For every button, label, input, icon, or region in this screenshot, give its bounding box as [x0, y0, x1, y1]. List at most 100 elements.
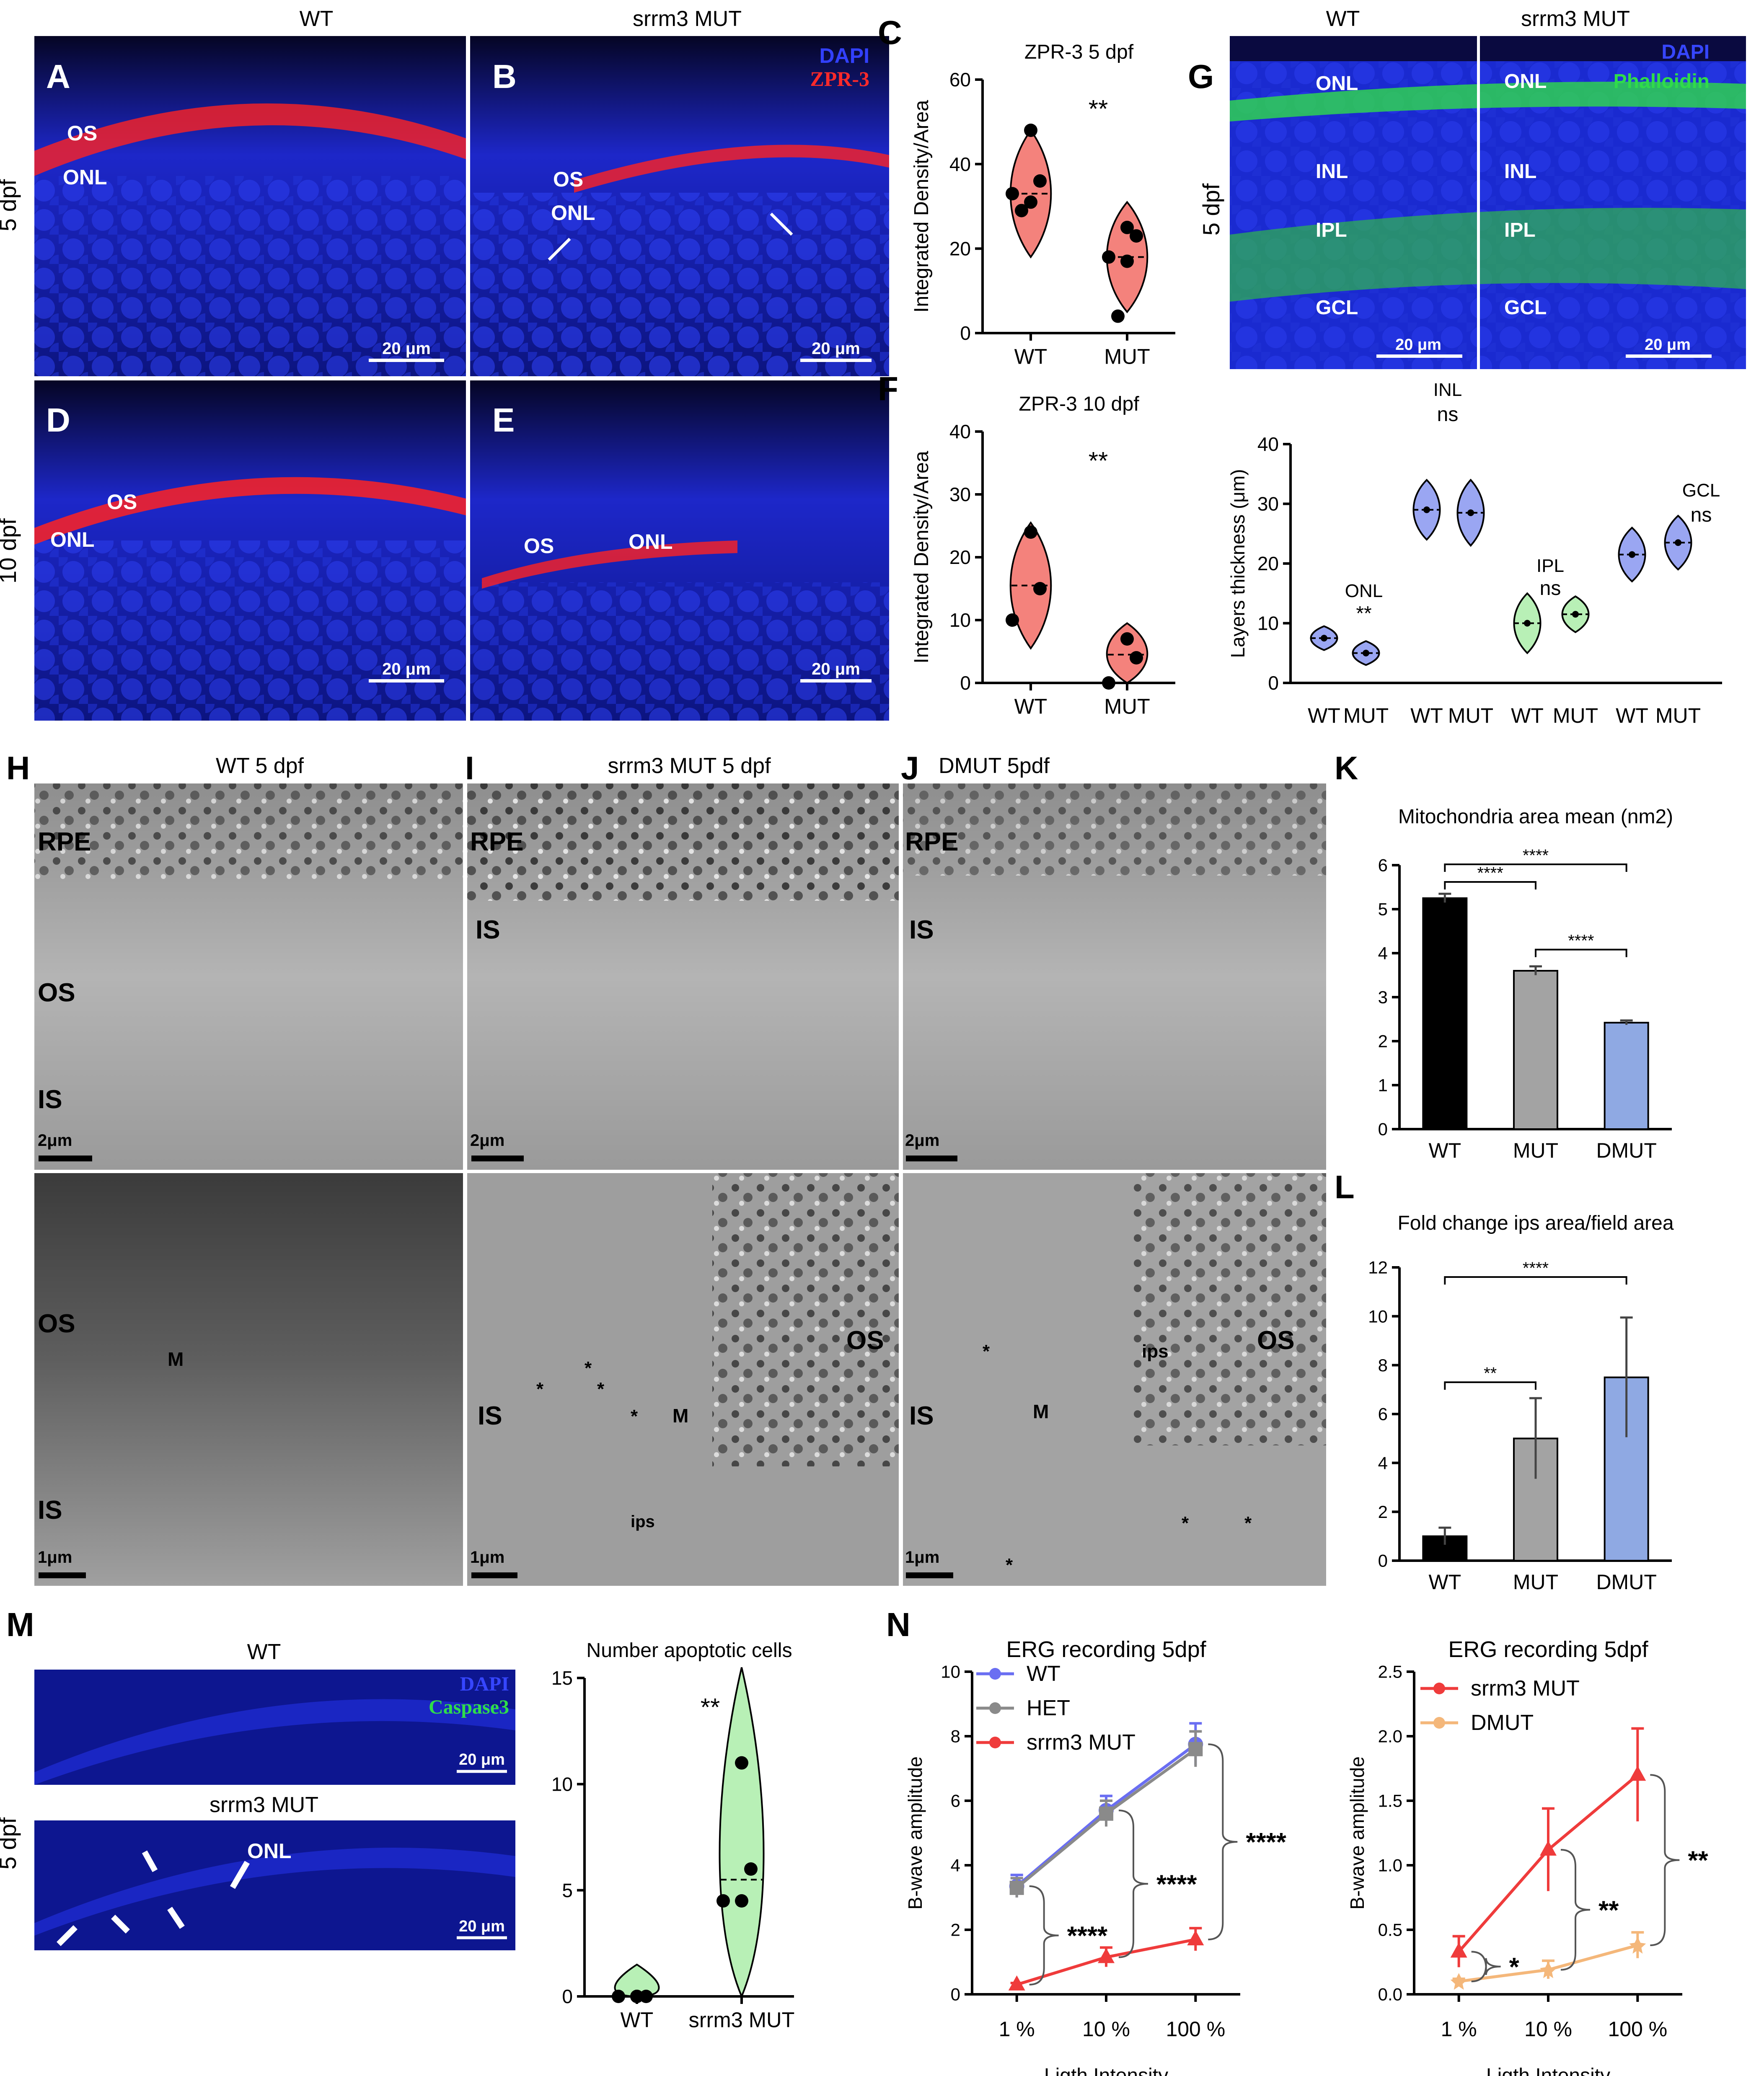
N1-significance-label: **** [1156, 1870, 1197, 1899]
panel-a-scalebar: 20 μm [382, 339, 431, 358]
N1-legend-label: srrm3 MUT [1027, 1730, 1135, 1755]
K-bar [1422, 897, 1468, 1130]
G2-x-label: MUT [1343, 704, 1389, 727]
N2-point [1629, 1766, 1646, 1781]
N1-point [1098, 1948, 1115, 1963]
K-comparison-significance: **** [1568, 932, 1594, 950]
arrow-icon [57, 1925, 78, 1946]
N1-significance-label: **** [1246, 1828, 1286, 1857]
panel-h-bottom-os: OS [38, 1309, 75, 1338]
panel-i-top-is: IS [476, 915, 500, 944]
N1-y-tick-label: 4 [951, 1856, 960, 1875]
F-y-tick-label: 10 [949, 609, 971, 631]
M2-significance: ** [701, 1693, 720, 1721]
panel-e-letter: E [492, 401, 515, 439]
G2-point [1467, 509, 1474, 516]
arrow-icon [770, 212, 793, 236]
panel-i-asterisk: * [585, 1358, 592, 1378]
panel-j-bottom-is: IS [909, 1401, 934, 1430]
K-comparison-bracket [1444, 863, 1627, 872]
C-point [1120, 220, 1134, 234]
G2-y-tick-label: 40 [1257, 433, 1279, 455]
K-comparison-bracket [1444, 881, 1536, 889]
N2-significance-bracket [1650, 1774, 1680, 1946]
L-comparison-bracket [1444, 1381, 1536, 1390]
panel-m-header-mut: srrm3 MUT [210, 1793, 318, 1817]
panel-g-layer-onl-right: ONL [1504, 70, 1547, 93]
panel-e: E OS ONL 20 μm [470, 380, 889, 721]
panel-b-legend-zpr3: ZPR-3 [810, 67, 869, 90]
panel-d-label-os: OS [107, 490, 137, 514]
N2-legend-label: DMUT [1471, 1711, 1534, 1735]
N1-y-tick-label: 2 [951, 1920, 960, 1940]
L-y-tick-label: 0 [1378, 1551, 1388, 1571]
C-y-tick-label: 40 [949, 153, 971, 175]
C-point [1130, 229, 1143, 243]
panel-d: D OS ONL 20 μm 10 dpf [0, 380, 466, 721]
G2-x-label: WT [1511, 704, 1544, 727]
C-x-label: WT [1014, 345, 1048, 369]
panel-g-layer-inl-left: INL [1316, 160, 1348, 183]
M2-x-label: WT [621, 2008, 654, 2032]
N1-xlabel: Ligth Intensity [1044, 2065, 1168, 2076]
panel-b-header: srrm3 MUT [633, 7, 742, 31]
F-point [1102, 676, 1115, 690]
N2-significance-label: ** [1598, 1896, 1619, 1925]
panel-g-row-label: 5 dpf [1198, 183, 1224, 235]
panel-g-legend-phalloidin: Phalloidin [1614, 70, 1710, 93]
K-y-tick-label: 3 [1378, 988, 1388, 1007]
chart-n-erg-left: 0 2 4 6 8 10 1 % 10 % 100 % Ligth Intensity B-wave… [904, 1637, 1287, 2076]
panel-d-scalebar: 20 μm [382, 660, 431, 678]
panel-i-top-rpe: RPE [470, 827, 523, 856]
panel-b-legend-dapi: DAPI [820, 44, 869, 67]
K-x-label: WT [1428, 1139, 1461, 1162]
F-y-tick-label: 0 [960, 672, 971, 694]
F-point [1120, 632, 1134, 646]
panel-m-row-label: 5 dpf [0, 1817, 21, 1869]
G2-group-label: IPL [1536, 556, 1564, 576]
K-comparison-significance: **** [1477, 864, 1503, 882]
G2-x-label: MUT [1448, 704, 1493, 727]
panel-h-bottom-m: M [168, 1348, 184, 1370]
chart-l: 0 2 4 6 8 10 12 Fold change ips area/field area… [1368, 1212, 1674, 1594]
L-x-label: DMUT [1596, 1570, 1656, 1594]
C-title: ZPR-3 5 dpf [1024, 41, 1134, 63]
G2-y-tick-label: 30 [1257, 493, 1279, 515]
arrow-icon [111, 1915, 130, 1934]
panel-g-layer-gcl-right: GCL [1504, 297, 1547, 319]
panel-g-layer-gcl-left: GCL [1316, 297, 1358, 319]
panel-i-letter: I [465, 750, 474, 786]
N1-legend-marker [989, 1737, 1001, 1748]
F-title: ZPR-3 10 dpf [1019, 393, 1139, 415]
panel-j-header: DMUT 5pdf [939, 754, 1050, 778]
F-x-label: WT [1014, 695, 1048, 719]
G2-group-significance: ns [1691, 504, 1712, 526]
panel-h-bottom-is: IS [38, 1496, 62, 1525]
panel-i-asterisk: * [536, 1379, 544, 1399]
panel-i-bottom-ips: ips [631, 1512, 655, 1531]
panel-m-legend-dapi: DAPI [460, 1673, 509, 1695]
panel-g-layer-ipl-right: IPL [1504, 219, 1536, 241]
N1-y-tick-label: 8 [951, 1727, 960, 1746]
panel-e-scalebar: 20 μm [812, 660, 860, 678]
M2-y-tick-label: 0 [562, 1986, 573, 2007]
N1-x-label: 1 % [999, 2017, 1035, 2041]
panel-j-bottom-scale: 1μm [905, 1548, 939, 1567]
K-x-label: DMUT [1596, 1139, 1656, 1162]
N2-y-tick-label: 2.0 [1378, 1727, 1402, 1746]
C-point [1033, 174, 1047, 188]
L-y-tick-label: 4 [1378, 1453, 1388, 1473]
N1-y-tick-label: 10 [941, 1662, 960, 1682]
K-y-tick-label: 6 [1378, 856, 1388, 875]
arrow-icon [548, 238, 571, 261]
G2-point [1675, 539, 1681, 546]
panel-i-bottom-scale: 1μm [470, 1548, 504, 1567]
panel-g-layer-inl-right: INL [1504, 160, 1536, 183]
L-y-tick-label: 8 [1378, 1355, 1388, 1375]
panel-d-label-onl: ONL [50, 528, 95, 551]
panel-e-label-onl: ONL [629, 530, 673, 553]
G2-y-tick-label: 10 [1257, 613, 1279, 634]
N2-legend-marker [1433, 1717, 1445, 1729]
